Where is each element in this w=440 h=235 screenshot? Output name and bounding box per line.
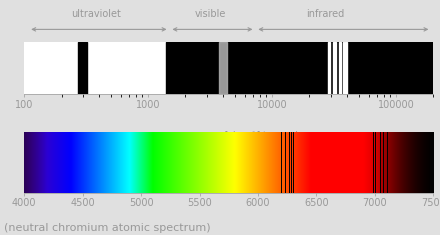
Text: (neutral chromium atomic spectrum): (neutral chromium atomic spectrum) [4, 223, 211, 233]
Text: infrared: infrared [306, 9, 344, 19]
Bar [78, 42, 87, 94]
Text: ultraviolet: ultraviolet [71, 9, 121, 19]
Bar [219, 42, 227, 94]
Bar [343, 42, 344, 94]
Bar [327, 42, 330, 94]
Text: visible: visible [194, 9, 226, 19]
Bar [345, 42, 347, 94]
Text: wavelength: wavelength [192, 131, 265, 141]
Text: (angstroms): (angstroms) [158, 131, 300, 141]
Bar [339, 42, 341, 94]
Bar [333, 42, 337, 94]
